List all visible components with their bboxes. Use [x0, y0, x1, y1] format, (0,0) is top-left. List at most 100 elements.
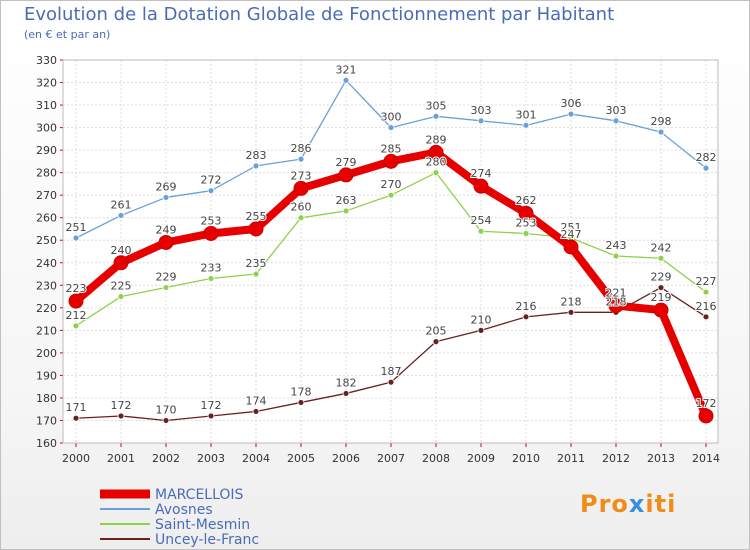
data-point: [162, 194, 170, 201]
data-label: 219: [651, 291, 672, 304]
data-label: 286: [291, 142, 312, 155]
data-point: [473, 178, 489, 194]
data-point: [158, 234, 174, 250]
data-point: [387, 124, 395, 131]
data-label: 298: [651, 115, 672, 128]
legend-label: MARCELLOIS: [155, 487, 244, 503]
data-point: [612, 117, 620, 125]
data-label: 210: [471, 313, 492, 326]
data-point: [428, 144, 444, 160]
x-tick-label: 2000: [62, 452, 90, 465]
data-label: 305: [426, 99, 447, 112]
data-label: 251: [66, 221, 87, 234]
x-tick-label: 2012: [602, 452, 630, 465]
data-point: [522, 230, 530, 237]
data-label: 300: [381, 111, 402, 124]
x-tick-label: 2014: [692, 452, 720, 465]
data-point: [387, 191, 395, 199]
data-point: [252, 270, 260, 278]
data-point: [297, 399, 305, 406]
y-tick-label: 300: [36, 122, 57, 135]
data-point: [72, 234, 80, 242]
data-label: 253: [201, 214, 222, 227]
y-tick-label: 270: [36, 189, 57, 202]
data-label: 279: [336, 156, 357, 169]
data-point: [203, 225, 219, 241]
data-label: 178: [291, 385, 312, 398]
chart-subtitle: (en € et par an): [24, 28, 111, 41]
y-tick-label: 290: [36, 144, 57, 157]
x-tick-label: 2011: [557, 452, 585, 465]
y-tick-label: 180: [36, 392, 57, 405]
y-tick-label: 160: [36, 437, 57, 450]
data-point: [342, 390, 350, 397]
data-point: [567, 308, 575, 316]
data-point: [297, 155, 305, 163]
data-point: [522, 313, 530, 321]
data-label: 283: [246, 149, 267, 162]
data-point: [563, 239, 579, 255]
data-label: 247: [561, 228, 582, 241]
data-point: [68, 293, 84, 309]
data-point: [567, 110, 575, 118]
data-label: 280: [426, 156, 447, 169]
data-label: 255: [246, 210, 267, 223]
data-point: [252, 162, 260, 170]
data-label: 260: [291, 201, 312, 214]
data-label: 174: [246, 394, 267, 407]
data-point: [432, 169, 440, 177]
data-point: [72, 322, 80, 330]
data-label: 273: [291, 169, 312, 182]
y-tick-label: 170: [36, 414, 57, 427]
data-point: [117, 293, 125, 300]
data-label: 229: [156, 271, 177, 284]
data-label: 229: [651, 271, 672, 284]
data-label: 274: [471, 167, 492, 180]
x-tick-label: 2009: [467, 452, 495, 465]
data-label: 172: [201, 399, 222, 412]
data-point: [702, 288, 710, 296]
data-point: [117, 212, 125, 219]
x-tick-label: 2005: [287, 452, 315, 465]
y-tick-label: 200: [36, 347, 57, 360]
data-point: [162, 284, 170, 291]
data-label: 301: [516, 108, 537, 121]
data-point: [293, 180, 309, 196]
x-tick-label: 2007: [377, 452, 405, 465]
data-point: [72, 414, 80, 422]
data-point: [432, 338, 440, 346]
data-label: 221: [606, 287, 627, 300]
x-tick-label: 2008: [422, 452, 450, 465]
data-point: [248, 221, 264, 237]
data-point: [477, 227, 485, 235]
data-label: 251: [561, 221, 582, 234]
data-label: 242: [651, 241, 672, 254]
y-tick-label: 260: [36, 212, 57, 225]
data-label: 223: [66, 282, 87, 295]
y-tick-label: 250: [36, 234, 57, 247]
data-label: 254: [471, 214, 492, 227]
data-point: [698, 408, 714, 424]
data-point: [608, 298, 624, 314]
data-point: [113, 255, 129, 271]
data-point: [207, 275, 215, 282]
data-label: 321: [336, 63, 357, 76]
data-point: [653, 302, 669, 318]
data-label: 216: [516, 300, 537, 313]
data-label: 216: [696, 300, 717, 313]
data-label: 262: [516, 194, 537, 207]
data-point: [387, 378, 395, 386]
y-tick-label: 330: [36, 54, 57, 67]
data-label: 282: [696, 151, 717, 164]
y-tick-label: 210: [36, 324, 57, 337]
y-tick-label: 230: [36, 279, 57, 292]
data-label: 172: [111, 399, 132, 412]
data-point: [207, 187, 215, 195]
data-label: 172: [696, 397, 717, 410]
y-tick-label: 240: [36, 257, 57, 270]
data-label: 240: [111, 244, 132, 257]
x-tick-label: 2006: [332, 452, 360, 465]
chart-title: Evolution de la Dotation Globale de Fonc…: [24, 4, 615, 25]
data-point: [657, 254, 665, 262]
legend-label: Saint-Mesmin: [155, 517, 250, 533]
